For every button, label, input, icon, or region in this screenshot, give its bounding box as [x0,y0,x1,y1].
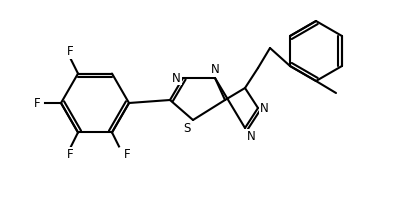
Text: N: N [172,71,181,84]
Text: N: N [260,102,269,115]
Text: F: F [34,96,40,110]
Text: S: S [184,122,191,135]
Text: F: F [67,148,73,161]
Text: F: F [124,148,130,161]
Text: N: N [211,63,219,76]
Text: F: F [67,45,73,58]
Text: N: N [247,130,256,143]
